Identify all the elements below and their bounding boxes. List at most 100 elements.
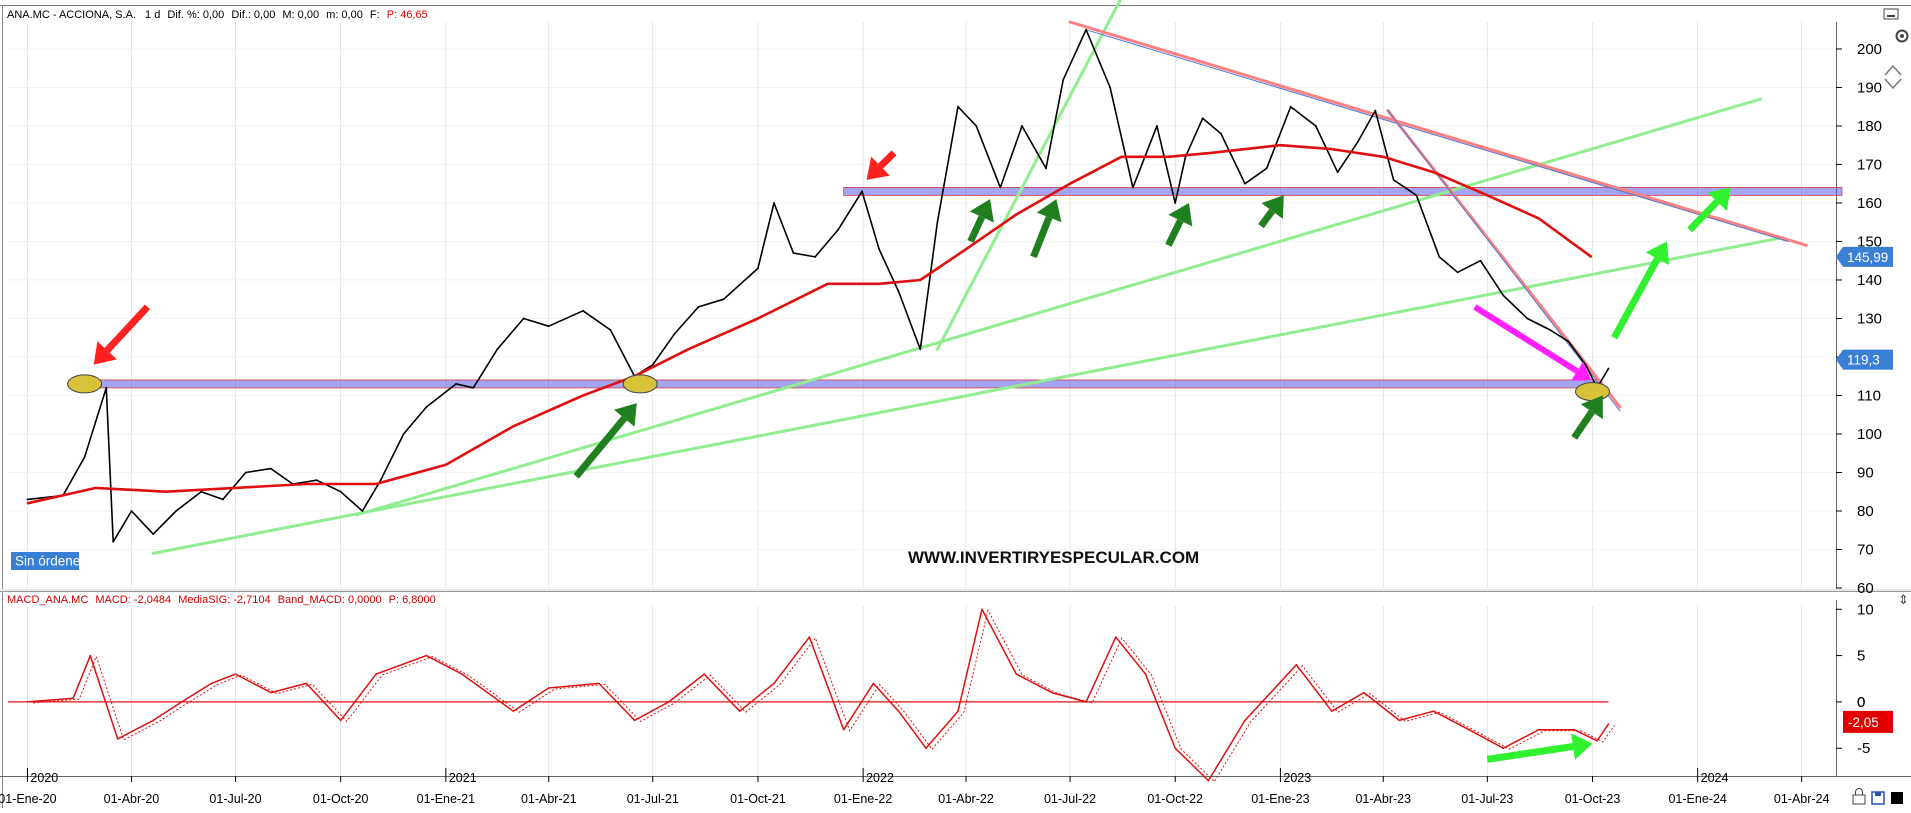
y-tick-label: 100 — [1857, 426, 1882, 443]
price-point — [722, 298, 725, 301]
arrow-shaft — [573, 416, 627, 479]
price-point — [1438, 255, 1441, 258]
macd-band: Band_MACD: 0,0000 — [278, 594, 382, 606]
y-tick-label: 140 — [1857, 272, 1882, 289]
price-point — [130, 510, 133, 512]
green-arrow-apr22 — [967, 199, 994, 243]
moving-average-point — [1209, 152, 1212, 154]
price-point — [315, 479, 318, 482]
macd-point — [1114, 636, 1117, 638]
moving-average-point — [1279, 144, 1282, 147]
price-point — [897, 290, 900, 293]
price-point — [1109, 86, 1111, 89]
moving-average-line — [27, 143, 1593, 505]
macd-point — [375, 673, 377, 675]
x-tick-label: 01-Jul-21 — [627, 792, 679, 806]
macd-point — [1398, 719, 1401, 722]
x-tick-label: 01-Oct-23 — [1565, 792, 1621, 806]
macd-point — [1295, 664, 1298, 666]
moving-average-point — [757, 317, 759, 320]
macd-point — [1537, 728, 1540, 731]
macd-y-tick-label: 5 — [1857, 648, 1865, 665]
moving-average-point — [1382, 155, 1385, 158]
macd-p: P: 6,8000 — [389, 594, 436, 606]
long-term-trendline — [151, 236, 1784, 555]
highlight-ellipse — [1574, 382, 1610, 402]
moving-average-point — [375, 483, 378, 485]
mid-term-trendline — [355, 97, 1763, 517]
orders-badge[interactable] — [11, 552, 79, 570]
macd-point — [1144, 673, 1147, 675]
arrow-head — [969, 199, 994, 223]
arrow-shaft — [1486, 743, 1574, 763]
price-point — [1502, 294, 1505, 297]
arrow-shaft — [1687, 199, 1720, 233]
arrow-head — [93, 341, 117, 365]
grid-layer — [8, 22, 1836, 776]
date-x-axis: 01-Ene-20 01-Abr-20 01-Jul-20 01-Oct-20 01-E… — [0, 768, 1830, 806]
moving-average-point — [1486, 194, 1489, 197]
save-icon[interactable] — [1871, 791, 1885, 805]
last-price-badge-pointer — [1836, 349, 1843, 370]
price-point — [1062, 78, 1065, 81]
price-point — [547, 325, 550, 328]
price-point — [379, 479, 382, 482]
price-point — [522, 317, 525, 320]
gear-icon[interactable] — [1895, 29, 1909, 43]
bright-green-arrow-2 — [1687, 187, 1731, 233]
price-point — [919, 348, 922, 351]
macd-value: MACD: -2,0484 — [95, 594, 171, 606]
moving-average-point — [1537, 217, 1540, 220]
price-max: M: 0,00 — [282, 9, 319, 21]
panel-separator[interactable] — [0, 589, 1911, 592]
lock-icon[interactable] — [1852, 788, 1866, 805]
price-point — [975, 125, 978, 127]
price-point — [112, 540, 115, 543]
macd-value-badge-label: -2,05 — [1848, 715, 1879, 730]
macd-point — [1244, 719, 1246, 722]
price-point — [425, 406, 428, 408]
x-tick-label: 01-Abr-22 — [938, 792, 994, 806]
price-point — [957, 105, 959, 108]
price-point — [999, 186, 1002, 189]
price-period: 1 d — [145, 9, 160, 21]
macd-point — [633, 719, 636, 722]
price-point — [651, 363, 654, 366]
macd-point — [1331, 710, 1333, 712]
panel-resize-icon[interactable] — [1884, 64, 1902, 90]
price-point — [1085, 28, 1087, 31]
price-point — [222, 498, 224, 501]
macd-y-tick-label: 0 — [1857, 694, 1865, 711]
price-point — [1357, 140, 1360, 143]
price-point — [1549, 329, 1552, 331]
arrow-head — [614, 403, 637, 427]
macd-point — [89, 654, 92, 657]
x-tick-label: 01-Abr-24 — [1774, 792, 1830, 806]
ma-value-badge — [1843, 246, 1893, 267]
macd-panel-expand-icon[interactable]: ⇕ — [1898, 592, 1909, 607]
macd-point — [180, 701, 183, 703]
moving-average-layer — [26, 143, 1593, 505]
price-point — [1479, 259, 1482, 262]
macd-y-tick-label: 10 — [1857, 601, 1874, 618]
x-tick-label: 01-Jul-23 — [1461, 792, 1513, 806]
x-tick-label: 01-Ene-23 — [1251, 792, 1309, 806]
macd-point — [1596, 740, 1598, 742]
stop-square-icon[interactable] — [1891, 792, 1903, 804]
moving-average-point — [919, 279, 922, 281]
ma-value-badge-pointer — [1836, 246, 1843, 267]
arrow-head — [866, 156, 890, 180]
x-tick-label: 01-Ene-24 — [1668, 792, 1726, 806]
window-minimize-button[interactable] — [1883, 8, 1899, 20]
arrow-head — [1645, 241, 1670, 266]
arrow-shaft — [878, 150, 897, 169]
price-dif-pct: Dif. %: 0,00 — [167, 9, 224, 21]
x-tick-label: 01-Jul-22 — [1044, 792, 1096, 806]
support-resistance-layer — [81, 187, 1843, 389]
price-point — [1156, 125, 1158, 127]
x-tick-label: 01-Abr-23 — [1355, 792, 1411, 806]
moving-average-point — [1432, 171, 1435, 174]
macd-point — [667, 701, 670, 703]
macd-point — [1573, 728, 1576, 731]
macd-green-arrow — [1486, 733, 1593, 763]
